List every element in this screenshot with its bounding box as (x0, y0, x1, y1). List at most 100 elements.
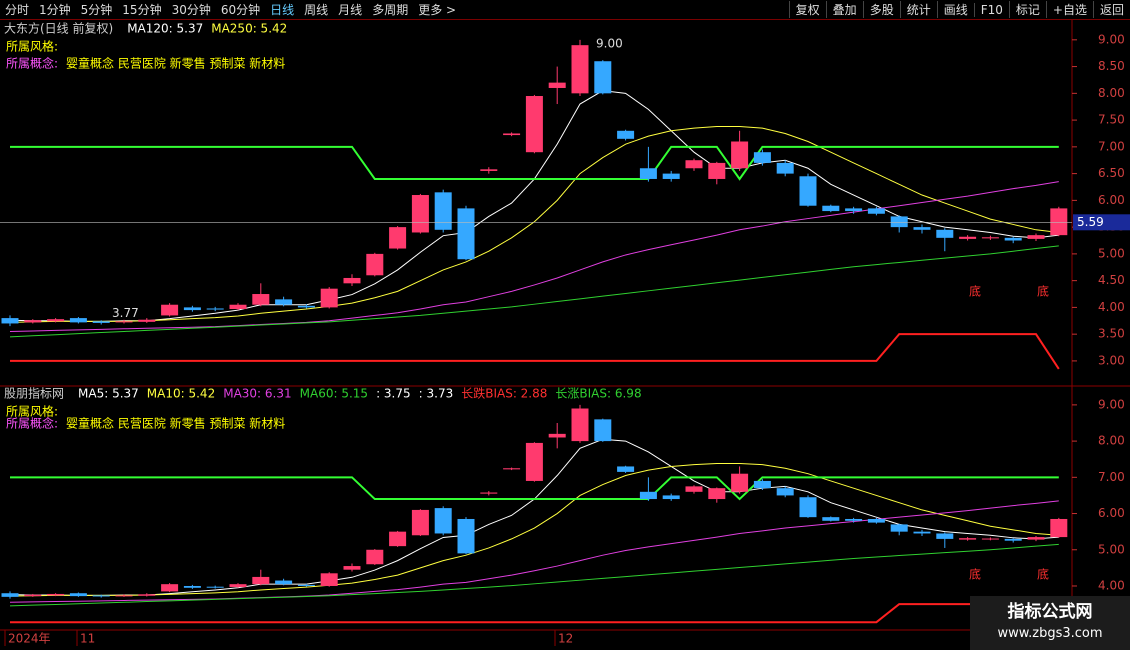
tab[interactable]: 1分钟 (39, 3, 71, 17)
candle-body (867, 208, 885, 214)
legend-item: 长涨BIAS: 6.98 (555, 386, 641, 401)
candle-body (548, 82, 566, 88)
period-tabs: 分时 1分钟 5分钟 15分钟 30分钟 60分钟 日线 周线 月线 多周期 更… (0, 0, 461, 20)
y-tick-label: 7.00 (1098, 139, 1125, 153)
candle-body (731, 473, 749, 492)
candle-body (229, 584, 247, 588)
annotation: 底 (969, 284, 981, 299)
y-tick-label: 6.50 (1098, 166, 1125, 180)
candle-body (799, 497, 817, 518)
indicator-line (9, 500, 1059, 603)
y-tick-label: 4.50 (1098, 273, 1125, 287)
legend-item: MA30: 6.31 (223, 387, 291, 401)
candle-body (229, 304, 247, 310)
candle-body (776, 162, 794, 174)
candle-body (753, 480, 771, 489)
tab[interactable]: 15分钟 (122, 3, 162, 17)
candle-body (594, 61, 612, 94)
candle-body (343, 566, 361, 570)
candle-body (206, 308, 224, 310)
candle-body (343, 277, 361, 284)
candle-body (320, 288, 338, 308)
candle-body (24, 594, 42, 597)
x-tick-label: 11 (80, 632, 95, 646)
tab[interactable]: 5分钟 (80, 3, 113, 17)
y-tick-label: 9.00 (1098, 32, 1125, 46)
candle-body (161, 584, 179, 592)
candle-body (571, 45, 589, 94)
indicator-line (10, 333, 1060, 370)
tool-button[interactable]: 复权 (788, 1, 826, 18)
candle-body (1027, 537, 1045, 540)
legend-item: MA120: 5.37 (127, 22, 203, 36)
candle-body (69, 318, 87, 323)
indicator-line (10, 476, 1059, 501)
y-tick-label: 6.00 (1098, 193, 1125, 207)
candle-body (480, 169, 498, 171)
tool-button[interactable]: 多股 (862, 1, 900, 18)
panel-title: 股朋指标网 (4, 386, 64, 401)
candle-body (1004, 538, 1022, 541)
y-tick-label: 7.00 (1098, 470, 1125, 484)
candle-body (297, 584, 315, 586)
candle-body (799, 176, 817, 206)
candle-body (275, 299, 293, 305)
candle-body (47, 593, 65, 596)
candle-body (480, 492, 498, 494)
candle-body (913, 227, 931, 230)
legend-item: MA5: 5.37 (78, 387, 139, 401)
candle-body (845, 518, 863, 521)
legend-item: MA10: 5.42 (147, 387, 215, 401)
candle-body (525, 442, 543, 481)
candle-body (822, 205, 840, 212)
tab-active[interactable]: 日线 (270, 3, 295, 17)
indicator-line (10, 145, 1059, 181)
y-tick-label: 8.00 (1098, 86, 1125, 100)
high-label: 9.00 (596, 36, 623, 50)
tab[interactable]: 月线 (338, 3, 363, 17)
style-label: 所属风格: (6, 404, 58, 419)
candle-body (92, 321, 110, 323)
candle-body (617, 130, 635, 139)
last-price-label: 5.59 (1077, 215, 1104, 229)
candle-body (1050, 518, 1068, 538)
x-tick-label: 12 (558, 632, 573, 646)
tool-button[interactable]: 叠加 (825, 1, 863, 18)
concept-label: 所属概念: (6, 56, 58, 71)
tool-button[interactable]: 标记 (1008, 1, 1046, 18)
tab[interactable]: 30分钟 (171, 3, 211, 17)
candle-body (662, 173, 680, 179)
candle-body (297, 305, 315, 308)
tab[interactable]: 周线 (304, 3, 329, 17)
candle-body (548, 433, 566, 438)
legend-item: : 3.75 (376, 387, 411, 401)
candle-body (1, 593, 19, 597)
candle-body (138, 594, 156, 596)
candle-body (366, 549, 384, 565)
candle-body (981, 237, 999, 239)
tool-button[interactable]: F10 (973, 2, 1009, 17)
tool-button[interactable]: +自选 (1045, 1, 1093, 18)
candle-body (411, 195, 429, 233)
legend-item: MA250: 5.42 (211, 22, 287, 36)
candle-body (1050, 208, 1068, 236)
annotation: 底 (969, 567, 981, 582)
candle-body (138, 319, 156, 322)
candle-body (252, 576, 270, 585)
tab[interactable]: 多周期 (372, 3, 409, 17)
candle-body (115, 595, 133, 597)
tab[interactable]: 分时 (5, 3, 30, 17)
candle-body (685, 486, 703, 492)
indicator-line (9, 181, 1059, 332)
tool-button[interactable]: 返回 (1092, 1, 1130, 18)
tool-button[interactable]: 画线 (936, 1, 974, 18)
style-label: 所属风格: (6, 39, 58, 54)
candle-body (753, 152, 771, 163)
y-tick-label: 8.00 (1098, 434, 1125, 448)
tab[interactable]: 更多 > (418, 3, 457, 17)
y-tick-label: 7.50 (1098, 113, 1125, 127)
tool-button[interactable]: 统计 (899, 1, 937, 18)
legend-item: : 3.73 (419, 387, 454, 401)
candle-body (662, 495, 680, 500)
tab[interactable]: 60分钟 (220, 3, 261, 17)
